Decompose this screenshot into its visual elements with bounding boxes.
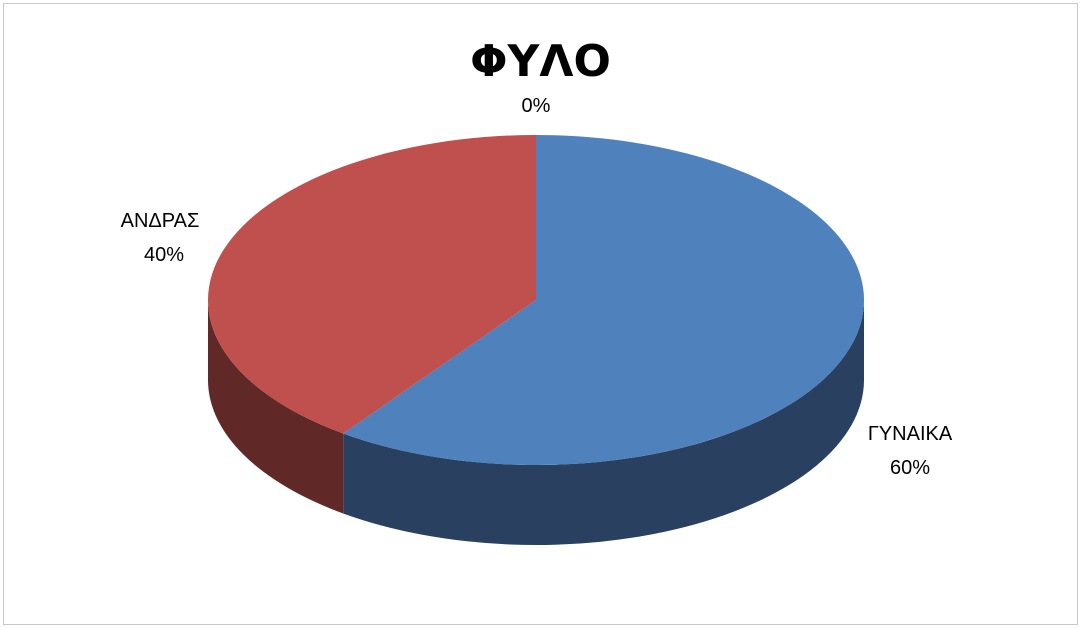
- chart-area: [3, 3, 1078, 625]
- data-label-percent-male: 40%: [144, 244, 184, 266]
- pie-slice-female: [343, 135, 865, 465]
- pie-slice-male: [208, 135, 536, 434]
- pie-slice-side-male: [208, 300, 344, 514]
- data-label-percent-female: 60%: [890, 457, 930, 479]
- data-label-percent-other: 0%: [522, 95, 551, 117]
- pie-slice-side-female: [343, 300, 865, 545]
- data-label-name-female: ΓΥΝΑΙΚΑ: [868, 423, 953, 445]
- data-label-name-male: ΑΝΔΡΑΣ: [121, 210, 200, 232]
- chart-title: ΦΥΛΟ: [470, 36, 611, 87]
